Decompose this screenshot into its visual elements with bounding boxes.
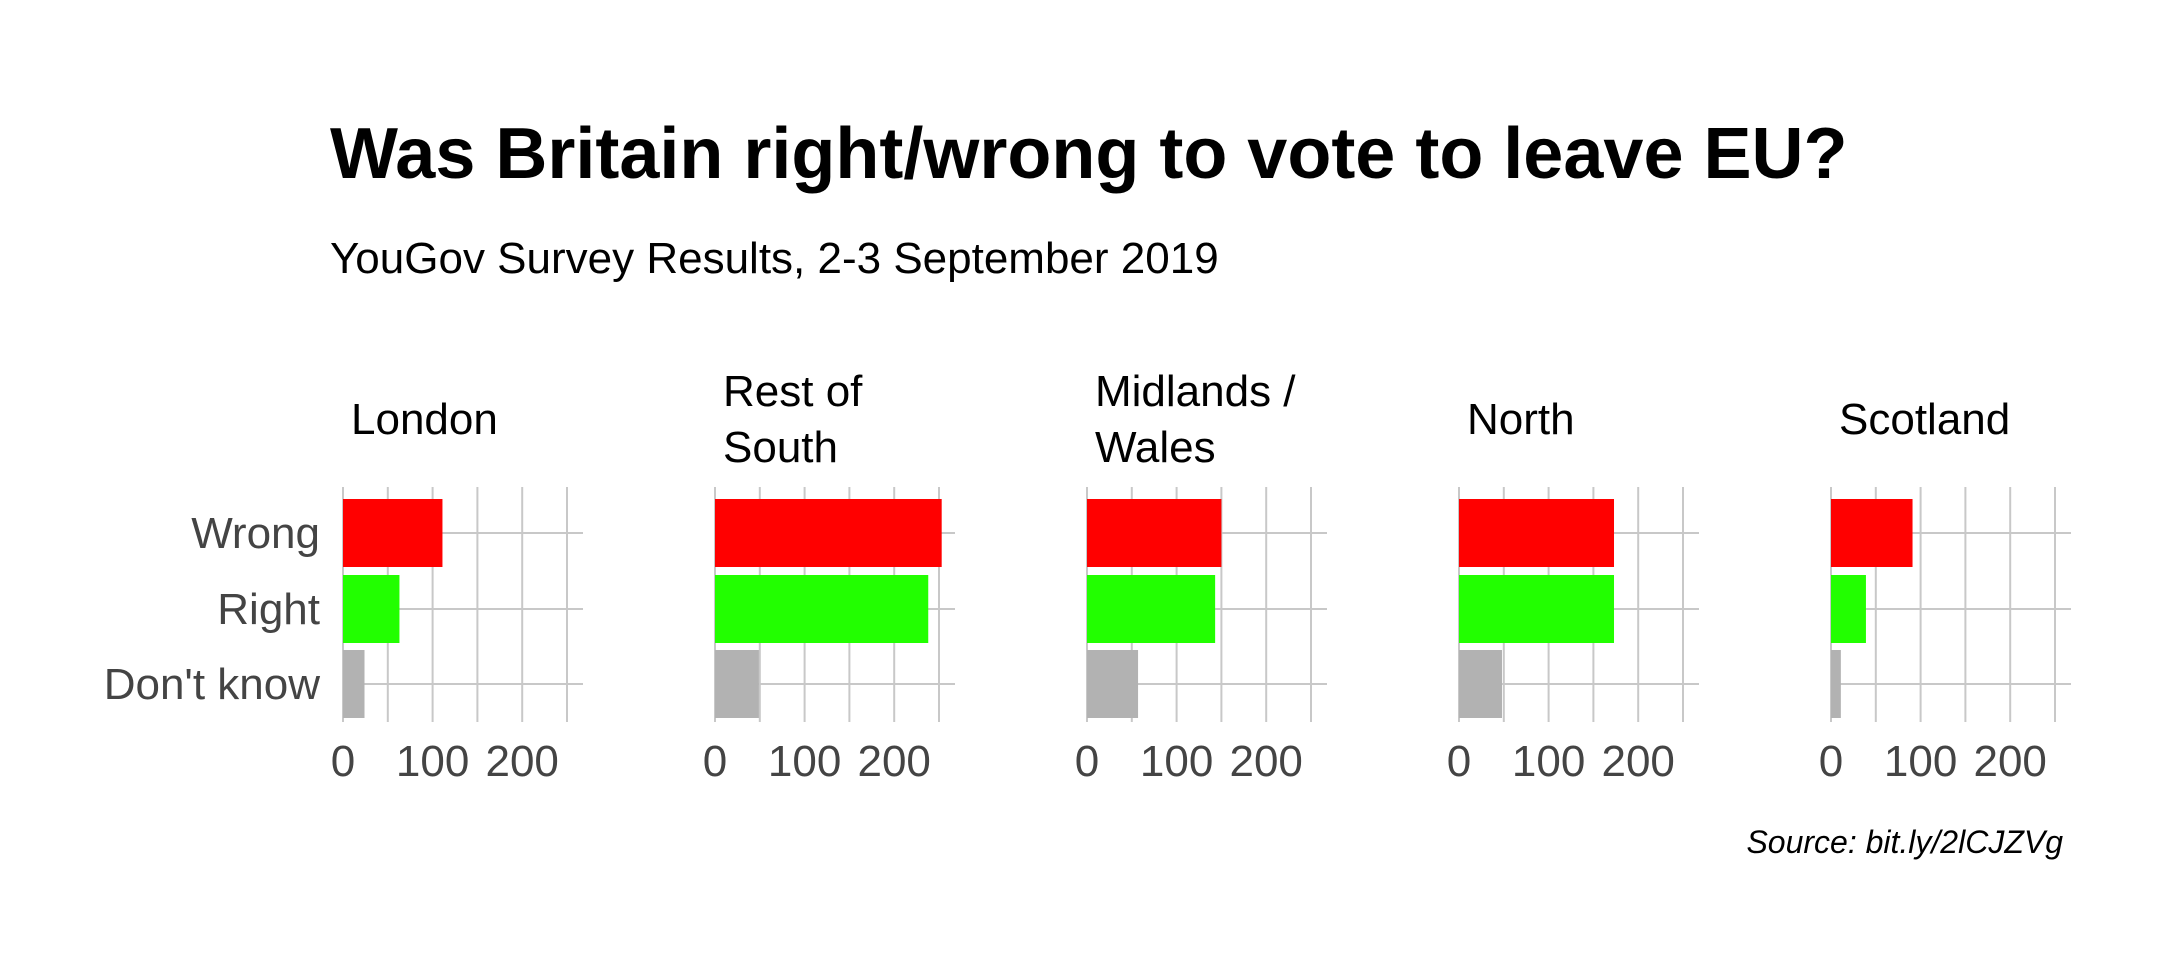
category-label: Wrong bbox=[191, 509, 320, 558]
x-tick-label: 0 bbox=[1819, 737, 1843, 786]
x-tick-label: 100 bbox=[768, 737, 841, 786]
bar-right bbox=[1087, 575, 1216, 643]
chart-title: Was Britain right/wrong to vote to leave… bbox=[330, 114, 1847, 194]
x-tick-label: 100 bbox=[1512, 737, 1585, 786]
panel-title: Scotland bbox=[1839, 395, 2010, 444]
panel-title: North bbox=[1467, 395, 1575, 444]
x-tick-label: 0 bbox=[331, 737, 355, 786]
bar-don-t-know bbox=[715, 650, 759, 718]
category-label: Don't know bbox=[104, 660, 321, 709]
x-tick-label: 200 bbox=[1601, 737, 1674, 786]
panel-title: Rest of bbox=[723, 367, 863, 416]
panel-title: London bbox=[351, 395, 498, 444]
x-tick-label: 0 bbox=[703, 737, 727, 786]
panel: 0 100 200 Midlands / Wales bbox=[1075, 367, 1327, 786]
x-tick-label: 200 bbox=[857, 737, 930, 786]
x-tick-label: 200 bbox=[1229, 737, 1302, 786]
category-label: Right bbox=[217, 585, 320, 634]
x-tick-label: 0 bbox=[1447, 737, 1471, 786]
bar-don-t-know bbox=[1087, 650, 1139, 718]
bar-right bbox=[343, 575, 400, 643]
x-tick-label: 100 bbox=[1884, 737, 1957, 786]
x-tick-label: 200 bbox=[1973, 737, 2046, 786]
source-caption: Source: bit.ly/2lCJZVg bbox=[1746, 824, 2063, 860]
bar-wrong bbox=[1831, 499, 1913, 567]
bar-wrong bbox=[1459, 499, 1615, 567]
bar-don-t-know bbox=[1459, 650, 1503, 718]
bar-right bbox=[715, 575, 929, 643]
bar-right bbox=[1459, 575, 1615, 643]
x-tick-label: 100 bbox=[1140, 737, 1213, 786]
bar-wrong bbox=[1087, 499, 1222, 567]
bar-don-t-know bbox=[343, 650, 365, 718]
x-tick-label: 0 bbox=[1075, 737, 1099, 786]
bar-right bbox=[1831, 575, 1866, 643]
panel-title: South bbox=[723, 423, 838, 472]
panel-title: Wales bbox=[1095, 423, 1216, 472]
panel-title: Midlands / bbox=[1095, 367, 1296, 416]
chart-subtitle: YouGov Survey Results, 2-3 September 201… bbox=[330, 234, 1219, 283]
x-tick-label: 100 bbox=[396, 737, 469, 786]
panel: 0 100 200 North bbox=[1447, 395, 1699, 786]
bar-don-t-know bbox=[1831, 650, 1841, 718]
panel: 0 100 200 London bbox=[331, 395, 583, 786]
bar-wrong bbox=[343, 499, 443, 567]
panel: 0 100 200 Scotland bbox=[1819, 395, 2071, 786]
panel: 0 100 200 Rest of South bbox=[703, 367, 955, 786]
x-tick-label: 200 bbox=[485, 737, 558, 786]
bar-wrong bbox=[715, 499, 942, 567]
